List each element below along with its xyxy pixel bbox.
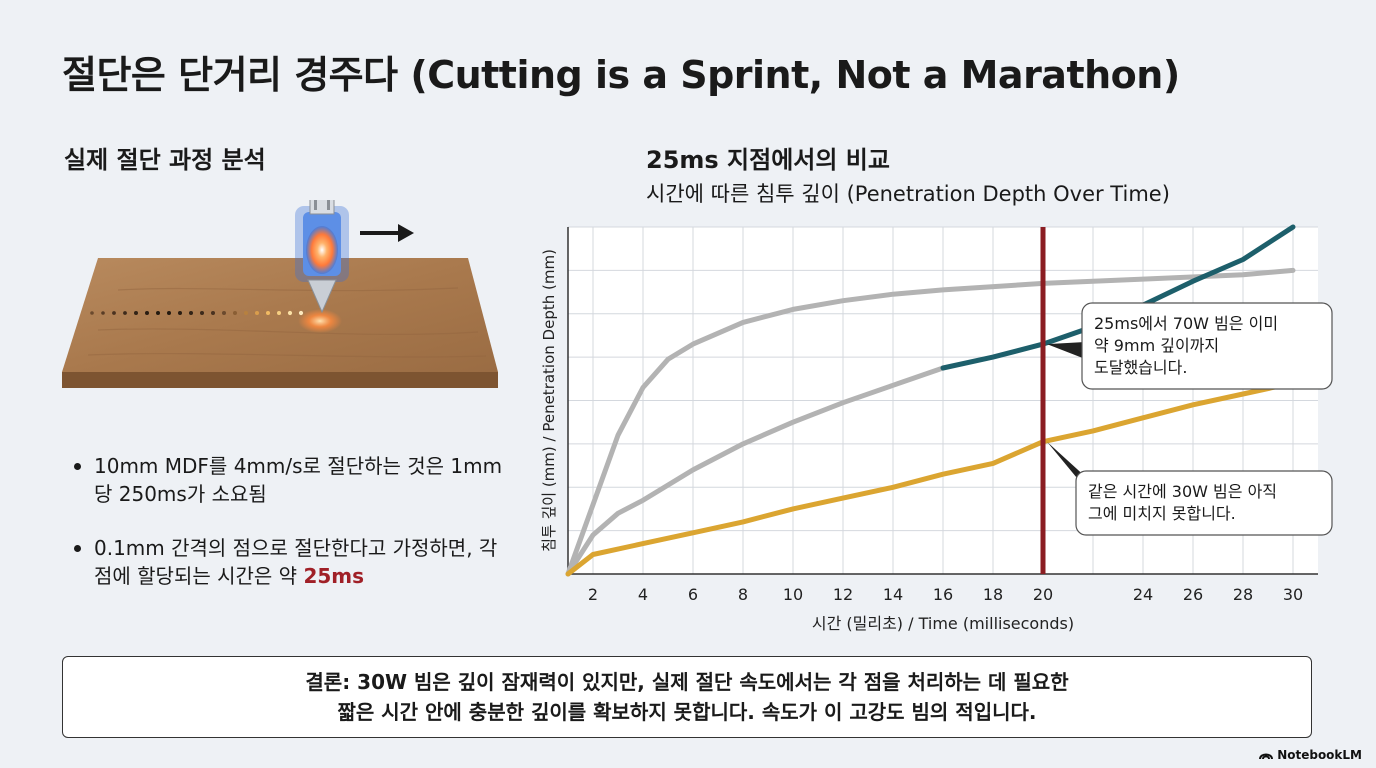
wood-board-top xyxy=(62,258,498,372)
chart-heading: 25ms 지점에서의 비교 xyxy=(646,146,890,174)
callout-box-30w xyxy=(1075,470,1333,536)
callout-70w-text: 25ms에서 70W 빔은 이미 xyxy=(1094,314,1278,333)
page-title: 절단은 단거리 경주다 (Cutting is a Sprint, Not a … xyxy=(62,53,1180,97)
x-tick-label: 16 xyxy=(933,585,953,604)
y-axis-label: 침투 깊이 (mm) / Penetration Depth (mm) xyxy=(540,249,558,552)
brand-label: NotebookLM xyxy=(1277,748,1362,762)
callout-box-70w xyxy=(1081,302,1333,390)
x-tick-label: 14 xyxy=(883,585,903,604)
x-tick-label: 10 xyxy=(783,585,803,604)
bullet-item: 10mm MDF를 4mm/s로 절단하는 것은 1mm당 250ms가 소요됨 xyxy=(72,452,512,508)
cut-dots xyxy=(90,310,304,316)
series-line-upper-grey-curve xyxy=(565,267,1296,577)
x-tick-label: 6 xyxy=(688,585,698,604)
highlight-value: 25ms xyxy=(303,564,365,588)
conclusion-box: 결론: 30W 빔은 깊이 잠재력이 있지만, 실제 절단 속도에서는 각 점을… xyxy=(62,656,1312,738)
cut-spot-glow xyxy=(298,309,342,333)
x-tick-label: 12 xyxy=(833,585,853,604)
x-tick-label: 20 xyxy=(1033,585,1053,604)
callout-70w-text: 도달했습니다. xyxy=(1094,358,1187,377)
conclusion-line-1: 결론: 30W 빔은 깊이 잠재력이 있지만, 실제 절단 속도에서는 각 점을… xyxy=(305,670,1069,694)
x-tick-label: 4 xyxy=(638,585,648,604)
callout-70w-text: 약 9mm 깊이까지 xyxy=(1094,336,1219,355)
left-section-heading: 실제 절단 과정 분석 xyxy=(64,146,266,174)
chart-subheading: 시간에 따른 침투 깊이 (Penetration Depth Over Tim… xyxy=(646,182,1170,206)
laser-head xyxy=(295,200,349,314)
arrow-right-icon xyxy=(360,224,414,242)
laser-cutting-illustration xyxy=(62,200,498,388)
x-tick-label: 28 xyxy=(1233,585,1253,604)
x-axis-label: 시간 (밀리초) / Time (milliseconds) xyxy=(812,614,1074,633)
callout-pointer xyxy=(1047,342,1083,359)
brand-watermark: NotebookLM xyxy=(1259,748,1362,762)
analysis-bullets: 10mm MDF를 4mm/s로 절단하는 것은 1mm당 250ms가 소요됨… xyxy=(72,452,512,616)
wood-board-front xyxy=(62,372,498,388)
series-line-30W xyxy=(565,380,1296,577)
callout-30w-text: 그에 미치지 못합니다. xyxy=(1088,504,1236,523)
x-tick-label: 26 xyxy=(1183,585,1203,604)
bullet-item: 0.1mm 간격의 점으로 절단한다고 가정하면, 각 점에 할당되는 시간은 … xyxy=(72,534,512,590)
x-tick-label: 30 xyxy=(1283,585,1303,604)
bullet-text: 0.1mm 간격의 점으로 절단한다고 가정하면, 각 점에 할당되는 시간은 … xyxy=(94,536,498,588)
conclusion-line-2: 짧은 시간 안에 충분한 깊이를 확보하지 못합니다. 속도가 이 고강도 빔의… xyxy=(337,700,1037,724)
notebooklm-logo-icon xyxy=(1259,753,1274,760)
series-line-middle-curve xyxy=(565,365,946,577)
x-tick-label: 24 xyxy=(1133,585,1153,604)
x-tick-label: 2 xyxy=(588,585,598,604)
callout-30w-text: 같은 시간에 30W 빔은 아직 xyxy=(1088,482,1277,501)
x-tick-label: 18 xyxy=(983,585,1003,604)
x-tick-label: 8 xyxy=(738,585,748,604)
